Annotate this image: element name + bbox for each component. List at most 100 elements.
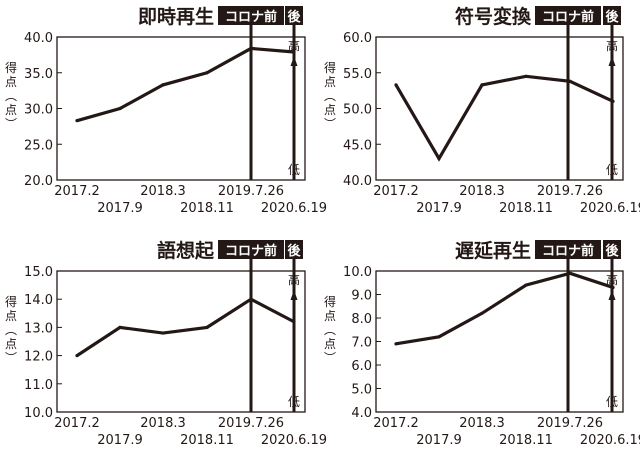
chart1-low-label: 低: [288, 163, 300, 177]
chart2-high-label: 高: [606, 38, 618, 53]
chart1-tag-before-bg: [218, 6, 284, 25]
chart4-title: 遅延再生: [455, 239, 531, 262]
chart2-ytick-label: 40.0: [343, 174, 372, 189]
chart3-plot-frame: [56, 270, 306, 413]
chart4-ytick-label: 8.0: [351, 312, 372, 327]
chart4-tag-before: コロナ前: [542, 243, 594, 259]
chart1-xtick-label: 2018.3: [140, 184, 186, 199]
chart4-xtick-label: 2019.7.26: [537, 416, 603, 431]
chart2-title: 符号変換: [455, 5, 532, 28]
chart3-ylabel-char: 得: [5, 294, 17, 309]
chart1-ytick-label: 30.0: [24, 103, 53, 118]
chart4-data-point: [568, 271, 572, 275]
chart1-xtick-label: 2019.7.26: [218, 184, 284, 199]
chart2-tag-before: コロナ前: [542, 9, 594, 25]
chart1-data-point: [75, 119, 79, 123]
chart2-scale-arrow-head: [608, 56, 616, 66]
chart2-ylabel-char: ︵: [324, 89, 336, 103]
chart1-data-point: [292, 50, 296, 54]
chart1-high-label: 高: [288, 38, 300, 53]
chart1-tag-after: 後: [287, 9, 301, 25]
chart1-ylabel-char: 点: [5, 103, 17, 117]
chart4-ytick-label: 7.0: [351, 336, 372, 351]
chart1-ytick-label: 25.0: [24, 138, 53, 153]
chart4-ytick-label: 4.0: [351, 406, 372, 421]
chart3-tag-before-bg: [218, 240, 284, 259]
chart2-data-point: [480, 83, 484, 87]
chart2-xtick-label: 2017.9: [416, 201, 462, 216]
chart2-data-point: [611, 99, 615, 103]
chart4-xtick-label: 2020.6.19: [580, 433, 640, 448]
chart2-xtick-label: 2019.7.26: [537, 184, 603, 199]
chart2-ylabel-char: 点: [324, 75, 336, 89]
chart4-data-point: [394, 342, 398, 346]
chart3-ytick-label: 12.0: [24, 350, 53, 365]
chart1-tag-after-bg: [285, 6, 303, 25]
chart2-data-point: [394, 83, 398, 87]
chart2-data-point: [568, 79, 572, 83]
chart3-data-point: [292, 320, 296, 324]
chart4-ylabel-char: 得: [324, 294, 336, 309]
chart2-ylabel-char: ︶: [324, 117, 336, 131]
chart4-xtick-label: 2017.9: [416, 433, 462, 448]
chart4-low-label: 低: [606, 395, 618, 409]
chart3-ytick-label: 15.0: [24, 265, 53, 280]
chart4-data-point: [480, 311, 484, 315]
chart3-ytick-label: 13.0: [24, 321, 53, 336]
chart1-ylabel-char: ︶: [5, 117, 17, 131]
chart2-xtick-label: 2018.3: [459, 184, 505, 199]
chart3-ylabel-char: ︶: [5, 351, 17, 365]
chart2-low-label: 低: [606, 163, 618, 177]
chart4-xtick-label: 2018.11: [499, 433, 553, 448]
chart1-ytick-label: 35.0: [24, 67, 53, 82]
chart3-data-point: [205, 325, 209, 329]
chart4-ytick-label: 6.0: [351, 359, 372, 374]
chart1-scale-arrow-head: [290, 56, 298, 66]
chart4-data-point: [437, 335, 441, 339]
chart1-ylabel-char: 得: [5, 60, 17, 75]
chart2-ytick-label: 55.0: [343, 67, 372, 82]
chart3-data-point: [118, 325, 122, 329]
chart3-ylabel-char: 点: [5, 337, 17, 351]
chart2-ylabel-char: 得: [324, 60, 336, 75]
chart2-data-point: [437, 156, 441, 161]
chart4-ytick-label: 10.0: [343, 265, 372, 280]
chart4-ylabel-char: ︶: [324, 351, 336, 365]
chart3-ytick-label: 10.0: [24, 406, 53, 421]
chart4-tag-after: 後: [605, 243, 619, 259]
chart3-xtick-label: 2020.6.19: [261, 433, 327, 448]
chart1-tag-before: コロナ前: [225, 9, 277, 25]
chart4-ylabel-char: ︵: [324, 323, 336, 337]
chart1-xtick-label: 2017.2: [54, 184, 100, 199]
chart2-series-line: [394, 74, 614, 162]
chart2-tag-after-bg: [603, 6, 621, 25]
chart2-ylabel-char: 点: [324, 103, 336, 117]
chart3-ylabel-char: 点: [5, 309, 17, 323]
chart1-ytick-label: 20.0: [24, 174, 53, 189]
chart3-xtick-label: 2017.2: [54, 416, 100, 431]
chart3-low-label: 低: [288, 395, 300, 409]
chart3-ytick-label: 11.0: [24, 378, 53, 393]
chart4-high-label: 高: [606, 272, 618, 287]
chart3-xtick-label: 2019.7.26: [218, 416, 284, 431]
chart1-plot-frame: [56, 36, 306, 181]
chart1-xtick-label: 2018.11: [180, 201, 234, 216]
chart3-tag-after-bg: [285, 240, 303, 259]
chart3-xtick-label: 2018.11: [180, 433, 234, 448]
chart4-scale-arrow-head: [608, 290, 616, 300]
chart1-data-point: [249, 46, 253, 51]
chart1-data-point: [205, 71, 209, 75]
chart3-ytick-label: 14.0: [24, 293, 53, 308]
chart2-plot-frame: [375, 36, 624, 181]
chart3-xtick-label: 2017.9: [97, 433, 143, 448]
chart2-xtick-label: 2018.11: [499, 201, 553, 216]
chart3-tag-after: 後: [287, 243, 301, 259]
chart3-xtick-label: 2018.3: [140, 416, 186, 431]
chart2-xtick-label: 2017.2: [373, 184, 419, 199]
chart4-tag-after-bg: [603, 240, 621, 259]
chart2-ytick-label: 45.0: [343, 138, 372, 153]
chart2-tag-after: 後: [605, 9, 619, 25]
chart1-xtick-label: 2017.9: [97, 201, 143, 216]
